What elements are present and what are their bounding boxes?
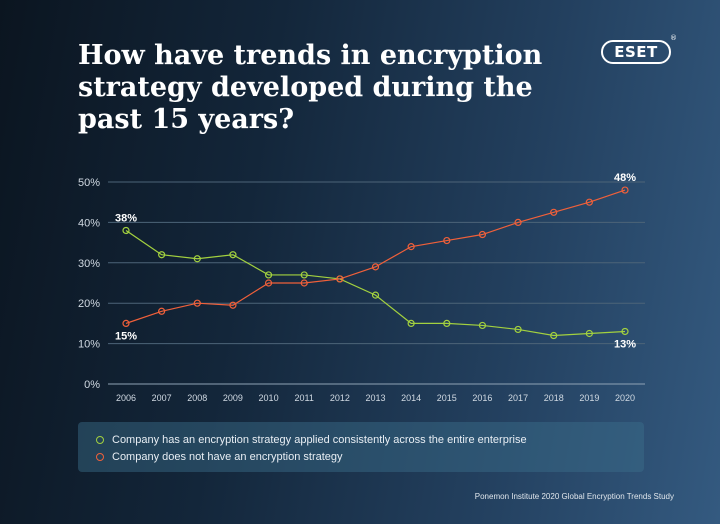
data-point (122, 226, 130, 235)
data-point (514, 218, 522, 226)
series-line-0 (125, 229, 626, 337)
data-point (514, 325, 522, 334)
data-label: 38% (115, 212, 137, 224)
data-point (122, 319, 130, 327)
x-tick-label: 2018 (544, 393, 564, 403)
y-tick-label: 10% (78, 339, 100, 351)
data-point (443, 319, 451, 327)
data-point (585, 198, 593, 206)
data-label: 13% (614, 338, 636, 350)
data-point (336, 275, 344, 283)
data-point (264, 279, 273, 287)
x-tick-label: 2013 (365, 393, 385, 403)
x-axis-tick-labels: 2006 2007 2008 2009 2010 2011 2012 2013 2014 2015… (116, 393, 635, 403)
y-tick-label: 50% (78, 177, 100, 189)
data-point (264, 271, 273, 279)
legend-marker-consistent (96, 435, 104, 444)
x-tick-label: 2014 (401, 393, 421, 403)
data-point (407, 243, 415, 251)
x-tick-label: 2010 (259, 393, 279, 403)
data-point (193, 255, 201, 263)
data-point (443, 236, 451, 245)
x-tick-label: 2008 (187, 393, 207, 403)
legend-label-consistent: Company has an encryption strategy appli… (112, 433, 527, 446)
data-point (550, 208, 558, 216)
data-point (478, 321, 487, 330)
x-tick-label: 2012 (330, 393, 350, 403)
chart-legend: Company has an encryption strategy appli… (78, 422, 644, 472)
x-tick-label: 2009 (223, 393, 243, 403)
x-tick-label: 2020 (615, 393, 635, 403)
x-tick-label: 2006 (116, 393, 136, 403)
data-point (158, 251, 166, 259)
y-tick-label: 40% (78, 217, 100, 229)
data-point (371, 291, 380, 299)
data-label: 48% (614, 172, 636, 184)
legend-label-none: Company does not have an encryption stra… (112, 450, 343, 463)
data-point (371, 263, 380, 271)
data-point (585, 329, 593, 338)
data-label: 15% (115, 330, 137, 342)
data-point (158, 307, 166, 315)
data-point (229, 251, 237, 259)
data-point (478, 230, 487, 239)
x-tick-label: 2017 (508, 393, 528, 403)
legend-marker-none (96, 452, 104, 461)
chart-grid (108, 181, 645, 385)
series-points (122, 186, 629, 340)
chart-title: How have trends in encryption strategy d… (78, 40, 543, 135)
x-tick-label: 2019 (579, 393, 599, 403)
legend-item-consistent: Company has an encryption strategy appli… (96, 431, 644, 448)
y-axis-tick-labels: 0% 10% 20% 30% 40% 50% (78, 177, 100, 391)
source-note: Ponemon Institute 2020 Global Encryption… (474, 492, 674, 501)
series-line-1 (125, 189, 626, 324)
data-point (550, 331, 558, 340)
legend-item-none: Company does not have an encryption stra… (96, 448, 644, 465)
data-point (300, 271, 308, 279)
data-point (229, 301, 237, 309)
x-tick-label: 2016 (472, 393, 492, 403)
data-point (407, 319, 415, 327)
data-labels: 38% 15% 48% 13% (115, 172, 636, 350)
data-point (621, 327, 629, 336)
y-tick-label: 0% (84, 379, 100, 391)
data-point (300, 279, 308, 287)
y-tick-label: 20% (78, 298, 100, 310)
x-tick-label: 2015 (437, 393, 457, 403)
registered-mark: ® (670, 34, 677, 42)
x-tick-label: 2011 (295, 393, 314, 403)
eset-logo: ESET (601, 40, 671, 64)
data-point (193, 299, 201, 307)
series-lines (125, 189, 626, 337)
x-tick-label: 2007 (152, 393, 172, 403)
data-point (621, 186, 629, 194)
y-tick-label: 30% (78, 258, 100, 270)
